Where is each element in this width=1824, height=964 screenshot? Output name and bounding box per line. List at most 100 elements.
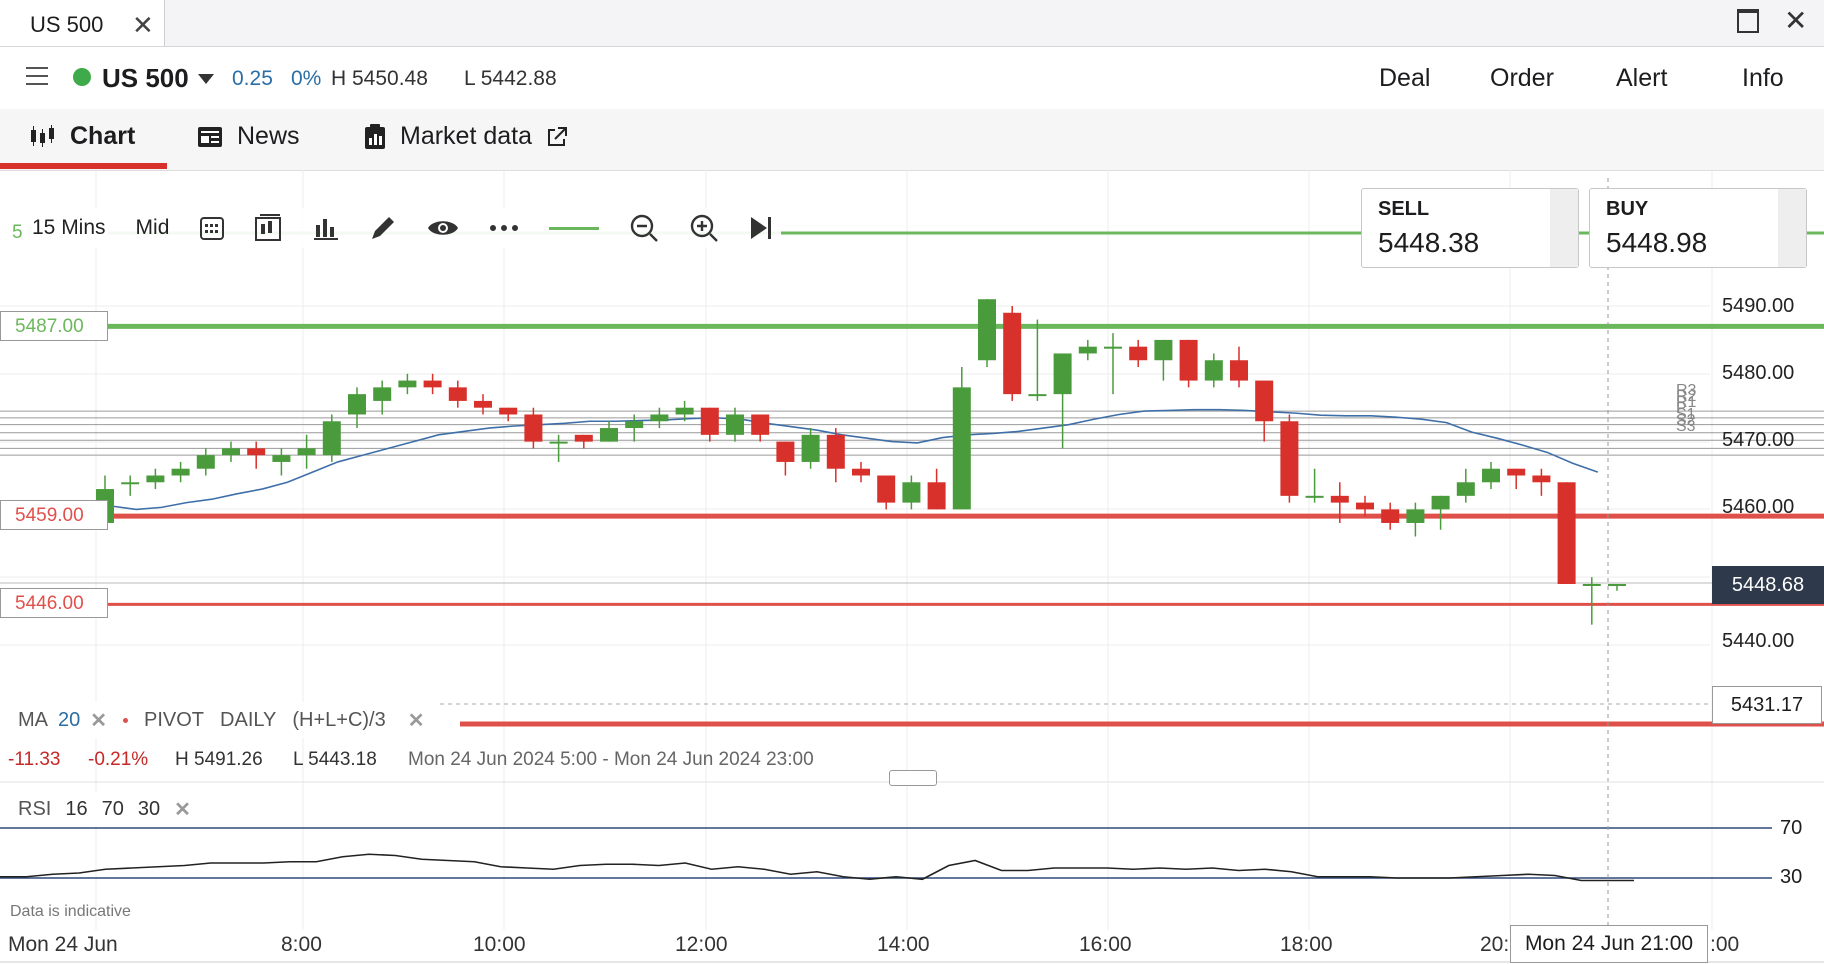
candle-down (877, 475, 896, 503)
tab-market-data[interactable]: Market data (364, 122, 568, 151)
indicative-note: Data is indicative (10, 903, 131, 920)
candle-up (1204, 360, 1223, 381)
alert-button[interactable]: Alert (1616, 64, 1668, 92)
candle-down (826, 434, 845, 469)
candle-up (171, 468, 190, 476)
level-upper-label[interactable]: 5487.00 (0, 311, 108, 341)
session-high: H 5491.26 (175, 749, 263, 770)
candle-up (978, 299, 996, 361)
x-tick-label: 8:00 (281, 933, 322, 956)
pivot-remove-icon[interactable]: ✕ (407, 709, 425, 732)
candle-down (1255, 380, 1274, 422)
x-tick-label: 16:00 (1079, 933, 1132, 956)
tab-close-icon[interactable]: ✕ (132, 10, 154, 40)
session-range: Mon 24 Jun 2024 5:00 - Mon 24 Jun 2024 2… (408, 749, 814, 770)
window-tab-us500[interactable]: US 500 ✕ (0, 0, 165, 46)
candle-down (1532, 475, 1551, 483)
active-tab-indicator (0, 163, 167, 169)
candle-down (499, 407, 518, 415)
candle-down (474, 400, 492, 408)
zoom-out-icon[interactable] (629, 213, 659, 243)
rsi-line (0, 853, 1634, 882)
candle-up (1608, 583, 1626, 586)
window-close-icon[interactable]: ✕ (1784, 5, 1808, 36)
candle-up (121, 482, 140, 485)
x-tick-label: 18:00 (1280, 933, 1333, 956)
candle-up (1406, 509, 1425, 523)
indicator-legend: MA 20 ✕ PIVOT DAILY (H+L+C)/3 ✕ (0, 702, 437, 738)
x-tick-label: 14:00 (877, 933, 930, 956)
chevron-down-icon[interactable] (198, 74, 214, 84)
candle-up (549, 441, 568, 444)
candle-down (524, 414, 543, 442)
tab-market-data-label: Market data (400, 122, 533, 150)
level-mid-label[interactable]: 5459.00 (0, 500, 108, 530)
panel-resize-handle[interactable] (889, 770, 937, 786)
draw-icon[interactable] (369, 214, 397, 242)
window-titlebar (0, 0, 1824, 47)
order-button[interactable]: Order (1490, 64, 1554, 92)
chart-type-icon[interactable] (255, 214, 283, 242)
instrument-name[interactable]: US 500 (102, 63, 189, 93)
rsi-upper: 70 (101, 797, 124, 820)
zoom-in-icon[interactable] (689, 213, 719, 243)
session-change: -11.33 (8, 749, 61, 770)
candle-down (448, 387, 467, 401)
deal-button[interactable]: Deal (1379, 64, 1431, 92)
indicators-icon[interactable] (313, 215, 339, 241)
rsi-upper-tick: 70 (1780, 817, 1803, 839)
candle-up (1482, 468, 1500, 483)
candle-up (146, 475, 165, 483)
candle-up (348, 394, 366, 415)
interval-select[interactable]: 15 Mins (32, 216, 106, 239)
candle-up (398, 380, 417, 388)
sell-button[interactable]: SELL 5448.38 (1361, 188, 1579, 268)
ma-label: MA (18, 708, 48, 731)
calendar-icon[interactable] (199, 215, 225, 241)
chart-grid (0, 170, 1713, 930)
crosshair-time-label: Mon 24 Jun 21:00 (1510, 925, 1708, 963)
level-lower-label[interactable]: 5446.00 (0, 588, 108, 618)
tab-chart[interactable]: Chart (30, 122, 135, 151)
hamburger-menu-icon[interactable] (20, 61, 54, 91)
candle-down (247, 448, 266, 456)
candle-up (1078, 346, 1097, 354)
ma-remove-icon[interactable]: ✕ (90, 709, 108, 732)
rsi-remove-icon[interactable]: ✕ (174, 798, 191, 821)
tab-chart-label: Chart (70, 122, 136, 150)
pivot-formula: (H+L+C)/3 (292, 708, 386, 731)
candle-up (1154, 339, 1173, 361)
candle-up (625, 421, 644, 429)
visibility-icon[interactable] (427, 217, 459, 239)
rsi-panel (0, 827, 1772, 882)
buy-label: BUY (1606, 198, 1649, 220)
buy-button[interactable]: BUY 5448.98 (1589, 188, 1807, 268)
candle-up (1582, 583, 1601, 586)
jump-to-latest-icon[interactable] (749, 215, 773, 241)
candle-down (423, 380, 442, 388)
candle-down (1129, 346, 1148, 361)
candle-down (1381, 509, 1400, 523)
candle-up (272, 455, 291, 462)
price-type-select[interactable]: Mid (135, 216, 170, 239)
candle-up (222, 448, 240, 456)
y-tick-label: 5470.00 (1722, 429, 1795, 451)
more-icon[interactable] (489, 224, 519, 232)
candle-up (1028, 394, 1047, 397)
candle-down (1330, 495, 1349, 503)
candle-down (700, 407, 719, 435)
pivot-label-legend: PIVOT (144, 708, 205, 731)
candle-up (902, 482, 921, 503)
info-button[interactable]: Info (1742, 64, 1784, 92)
maximize-icon[interactable] (1737, 9, 1759, 33)
candle-up (600, 428, 618, 442)
x-tick-label: 20: (1480, 933, 1510, 956)
candle-down (1230, 360, 1248, 381)
current-price-label: 5448.68 (1712, 566, 1824, 604)
candle-up (1431, 495, 1450, 510)
external-link-icon[interactable] (546, 126, 568, 148)
price-chart[interactable] (0, 170, 1824, 964)
pivot-period: DAILY (220, 708, 277, 731)
tab-news[interactable]: News (197, 122, 300, 151)
sell-label: SELL (1378, 198, 1430, 220)
